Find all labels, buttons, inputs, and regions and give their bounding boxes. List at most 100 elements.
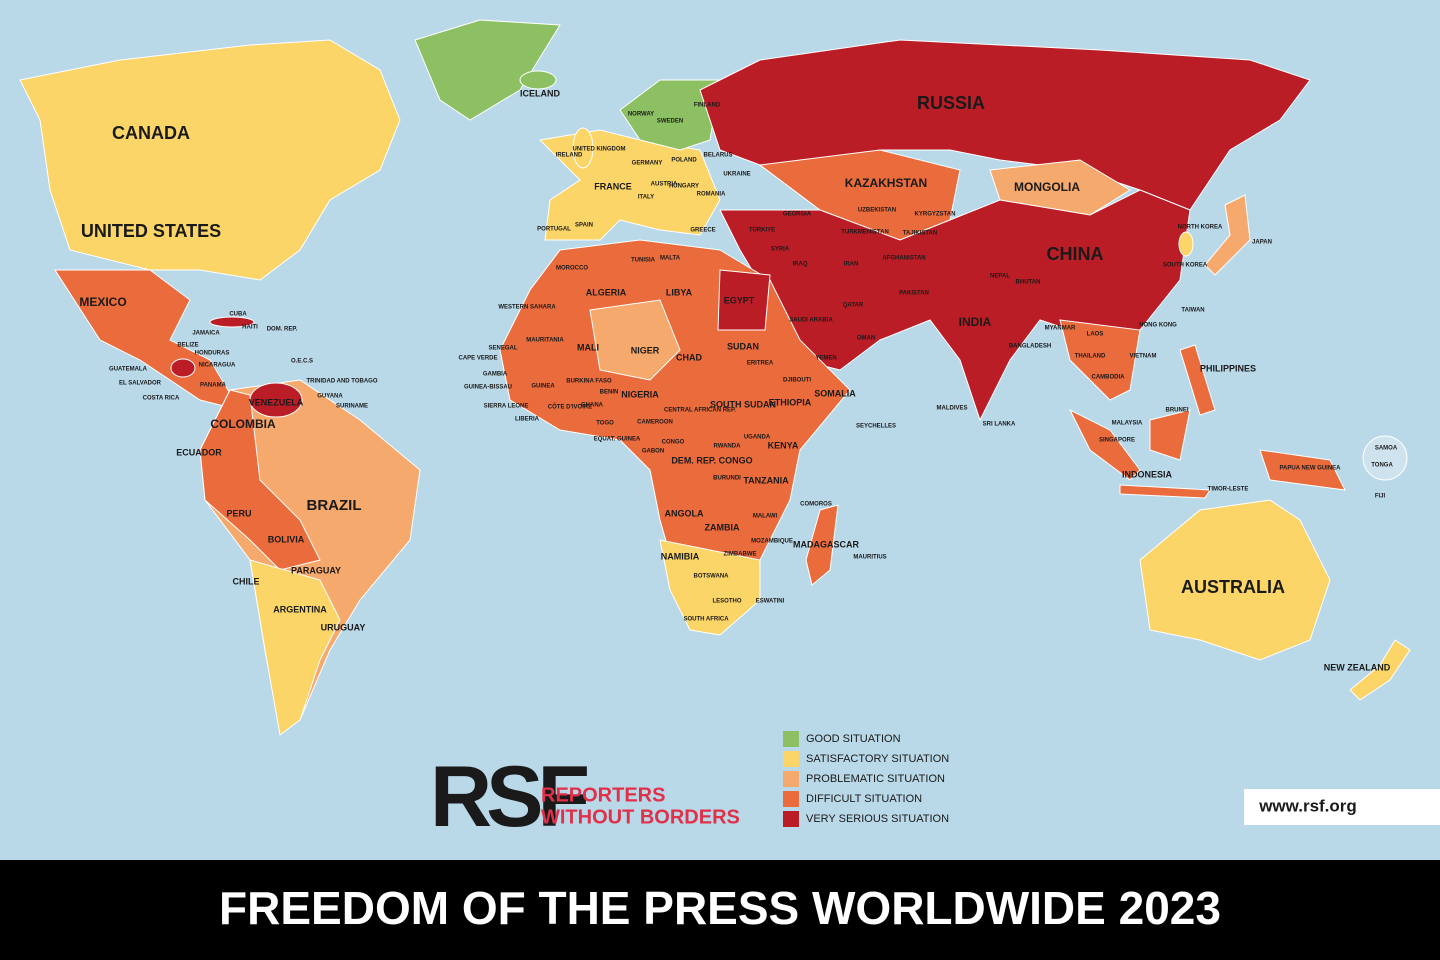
country-label: UZBEKISTAN (858, 208, 896, 214)
country-label: SUDAN (727, 341, 759, 351)
country-label: QATAR (843, 303, 864, 309)
country-label: PARAGUAY (291, 565, 341, 575)
title: FREEDOM OF THE PRESS WORLDWIDE 2023 (219, 882, 1221, 934)
pacific-inset (1362, 435, 1408, 481)
country-label: UGANDA (744, 435, 771, 441)
sahel (589, 299, 681, 381)
country-label: SIERRA LEONE (484, 404, 529, 410)
country-label: MOROCCO (556, 266, 588, 272)
country-label: ITALY (638, 195, 654, 201)
country-label: HAITI (242, 325, 258, 331)
country-label: LIBYA (666, 287, 693, 297)
country-label: IRAQ (793, 262, 808, 268)
country-label: BENIN (600, 390, 619, 396)
country-label: INDIA (959, 315, 992, 329)
country-label: SOMALIA (814, 388, 856, 398)
country-label: MAURITANIA (526, 338, 564, 344)
country-label: AUSTRIA (651, 182, 678, 188)
country-label: PAKISTAN (899, 291, 929, 297)
logo-line: WITHOUT BORDERS (541, 806, 740, 828)
country-label: GHANA (581, 403, 604, 409)
country-label: INDONESIA (1122, 469, 1173, 479)
country-label: PORTUGAL (537, 227, 571, 233)
new-zealand (1349, 639, 1411, 701)
country-label: O.E.C.S (291, 359, 313, 365)
legend-swatch (783, 771, 799, 787)
country-label: CHAD (676, 352, 702, 362)
south-korea (1178, 231, 1194, 257)
country-label: SOUTH SUDAN (710, 399, 776, 409)
country-label: GUINEA-BISSAU (464, 385, 512, 391)
country-label: TUNISIA (631, 258, 656, 264)
country-label: JAMAICA (192, 331, 220, 337)
country-label: KENYA (768, 440, 799, 450)
country-label: MEXICO (79, 295, 126, 309)
uk (572, 127, 594, 169)
country-label: MOZAMBIQUE (751, 539, 793, 545)
country-label: NIGER (631, 345, 660, 355)
country-label: NORTH KOREA (1178, 225, 1223, 231)
country-label: SOUTH KOREA (1163, 263, 1208, 269)
country-label: ARGENTINA (273, 604, 327, 614)
cuba (209, 316, 255, 328)
country-label: EGYPT (724, 295, 755, 305)
country-label: NAMIBIA (661, 551, 700, 561)
iceland (519, 70, 557, 90)
url-box (1244, 789, 1440, 825)
country-label: PAPUA NEW GUINEA (1279, 466, 1341, 472)
country-label: DEM. REP. CONGO (671, 455, 752, 465)
legend-swatch (783, 811, 799, 827)
country-label: GAMBIA (483, 372, 508, 378)
country-label: ICELAND (520, 88, 560, 98)
country-label: MYANMAR (1045, 326, 1076, 332)
country-label: NICARAGUA (199, 363, 236, 369)
country-label: SAMOA (1375, 446, 1398, 452)
country-label: BANGLADESH (1009, 344, 1051, 350)
logo-line: REPORTERS (541, 784, 665, 806)
southeast-asia (1059, 319, 1141, 401)
venezuela (249, 382, 303, 418)
country-label: BELARUS (703, 153, 732, 159)
country-label: SURINAME (336, 404, 368, 410)
country-label: ETHIOPIA (769, 397, 812, 407)
country-label: MADAGASCAR (793, 539, 859, 549)
country-label: LAOS (1087, 332, 1104, 338)
country-label: BRAZIL (307, 497, 362, 514)
country-label: LESOTHO (712, 599, 741, 605)
country-label: BRUNEI (1165, 408, 1188, 414)
legend-label: SATISFACTORY SITUATION (806, 753, 949, 765)
country-label: TOGO (596, 421, 614, 427)
mongolia (989, 159, 1131, 216)
country-label: CAMBODIA (1092, 375, 1126, 381)
country-label: LIBERIA (515, 417, 540, 423)
country-label: COMOROS (800, 502, 832, 508)
country-label: TAIWAN (1181, 308, 1204, 314)
country-label: AFGHANISTAN (882, 256, 925, 262)
country-label: SINGAPORE (1099, 438, 1135, 444)
country-labels: CANADA UNITED STATES MEXICO CUBA JAMAICA HAIT… (79, 88, 1398, 672)
country-label: TÜRKIYE (749, 227, 775, 234)
country-label: BURKINA FASO (566, 379, 612, 385)
country-label: IRELAND (556, 153, 583, 159)
country-label: YEMEN (815, 356, 836, 362)
country-label: BURUNDI (713, 476, 741, 482)
country-label: NIGERIA (621, 389, 659, 399)
indonesia (1068, 408, 1346, 499)
country-label: ZAMBIA (705, 522, 740, 532)
country-label: TIMOR-LESTE (1208, 487, 1249, 493)
country-label: DJIBOUTI (783, 378, 811, 384)
country-label: ERITREA (747, 361, 774, 367)
country-label: HONDURAS (195, 351, 230, 357)
country-label: DOM. REP. (267, 327, 298, 333)
country-label: MALAWI (753, 514, 778, 520)
land (19, 19, 1411, 736)
philippines (1179, 344, 1216, 416)
country-label: UNITED STATES (81, 221, 221, 241)
country-label: RWANDA (714, 444, 742, 450)
country-label: SEYCHELLES (856, 424, 896, 430)
country-label: TAJIKISTAN (903, 231, 937, 237)
country-label: FIJI (1375, 494, 1386, 500)
country-label: SPAIN (575, 223, 593, 229)
country-label: MALI (577, 342, 599, 352)
country-label: FINLAND (694, 103, 721, 109)
